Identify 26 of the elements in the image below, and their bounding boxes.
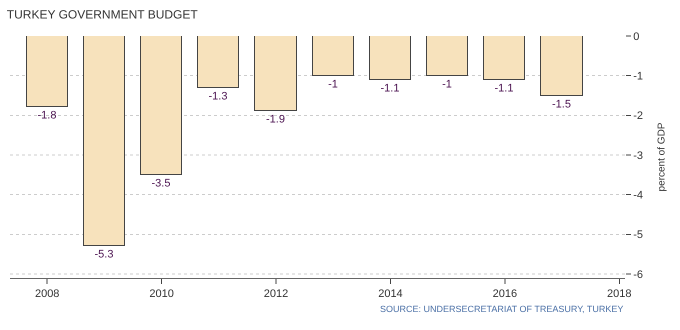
x-tick-label: 2014 <box>378 288 403 300</box>
source-note: SOURCE: UNDERSECRETARIAT OF TREASURY, TURKEY <box>380 304 624 314</box>
data-label: -5.3 <box>94 248 114 260</box>
y-tick-label: -2 <box>633 110 643 122</box>
y-tick-label: 0 <box>633 30 640 43</box>
y-tick-label: -4 <box>633 190 643 202</box>
data-label: -1.1 <box>494 82 514 94</box>
y-tick-label: -1 <box>633 70 643 83</box>
x-tick-label: 2008 <box>34 288 60 300</box>
data-label: -1.1 <box>380 82 400 94</box>
data-label: -1.9 <box>266 114 285 126</box>
y-tick-label: -3 <box>633 150 643 162</box>
y-tick-label: -5 <box>633 229 643 242</box>
y-tick-label: -6 <box>633 268 643 281</box>
x-tick-label: 2012 <box>264 288 288 300</box>
data-label: -1.3 <box>208 90 228 102</box>
x-tick-label: 2010 <box>149 288 174 300</box>
data-label: -1.8 <box>38 110 56 122</box>
x-tick-label: 2018 <box>607 288 632 300</box>
data-label: -3.5 <box>152 178 170 190</box>
y-axis-title: percent of GDP <box>656 122 668 192</box>
data-label: -1 <box>442 78 452 90</box>
data-label: -1.5 <box>552 98 571 110</box>
chart-title: TURKEY GOVERNMENT BUDGET <box>6 7 198 22</box>
x-tick-label: 2016 <box>492 288 518 300</box>
data-label: -1 <box>328 78 338 90</box>
